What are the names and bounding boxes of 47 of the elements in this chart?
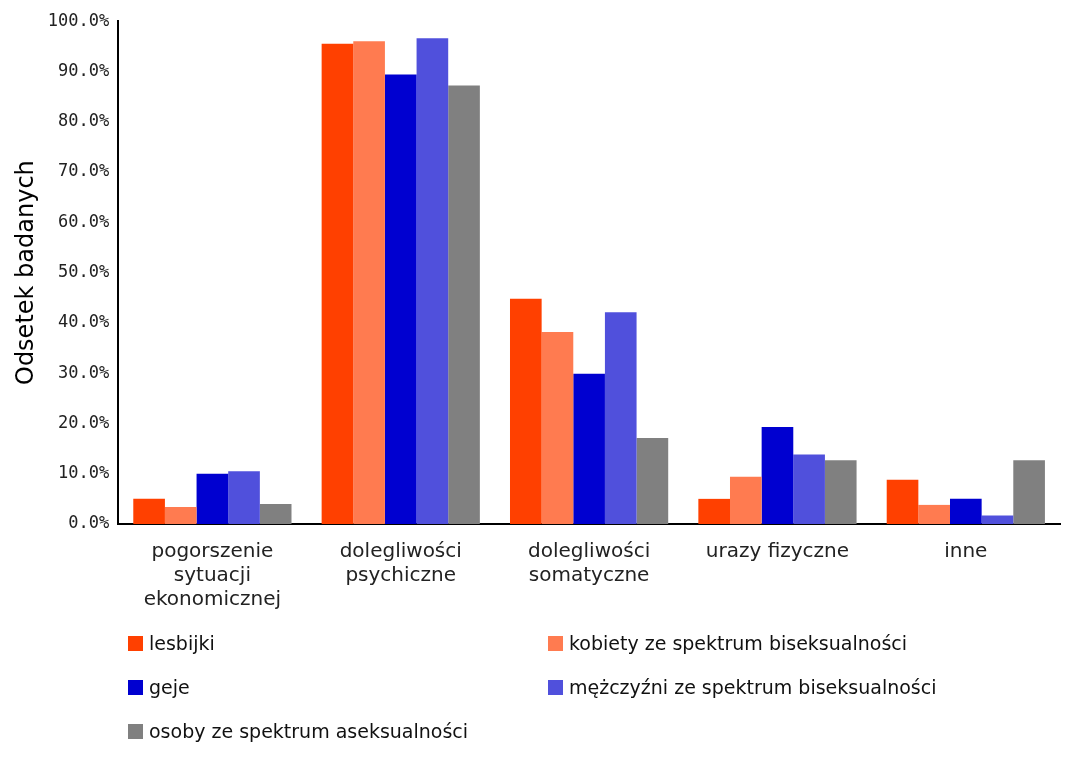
y-tick-label: 70.0% bbox=[58, 160, 110, 181]
legend-label: osoby ze spektrum aseksualności bbox=[149, 720, 469, 742]
bar bbox=[448, 85, 480, 524]
x-tick-label: dolegliwości psychiczne bbox=[339, 538, 462, 587]
bar bbox=[259, 503, 292, 524]
y-tick-label: 30.0% bbox=[58, 361, 110, 382]
bar bbox=[793, 454, 825, 524]
bar bbox=[918, 504, 950, 524]
y-tick-label: 50.0% bbox=[58, 261, 110, 282]
bar bbox=[981, 515, 1014, 524]
legend-label: kobiety ze spektrum biseksualności bbox=[569, 632, 908, 654]
bar bbox=[824, 460, 857, 524]
y-axis-title: Odsetek badanych bbox=[10, 160, 39, 386]
y-tick-label: 0.0% bbox=[68, 512, 110, 533]
bar bbox=[950, 498, 982, 524]
y-tick-label: 60.0% bbox=[58, 210, 110, 231]
y-tick-label: 90.0% bbox=[58, 59, 110, 80]
bar bbox=[133, 498, 165, 524]
bar bbox=[509, 298, 542, 524]
y-tick-label: 100.0% bbox=[47, 9, 110, 30]
legend-label: mężczyźni ze spektrum biseksualności bbox=[569, 676, 937, 698]
bar bbox=[604, 312, 637, 524]
bar bbox=[886, 479, 919, 524]
legend-label: lesbijki bbox=[149, 632, 215, 654]
y-tick-label: 20.0% bbox=[58, 411, 110, 432]
bar bbox=[761, 426, 794, 524]
bar bbox=[730, 476, 762, 524]
bar bbox=[384, 74, 417, 524]
y-tick-label: 80.0% bbox=[58, 110, 110, 131]
bar bbox=[164, 506, 197, 524]
bar bbox=[228, 471, 260, 524]
bar bbox=[541, 331, 574, 524]
bar bbox=[698, 498, 730, 524]
bar bbox=[353, 41, 385, 524]
x-tick-label: urazy fizyczne bbox=[705, 538, 850, 563]
x-tick-label: dolegliwości somatyczne bbox=[528, 538, 651, 587]
y-tick-label: 10.0% bbox=[58, 462, 110, 483]
bar bbox=[321, 43, 354, 524]
bar bbox=[636, 438, 669, 524]
x-tick-label: pogorszenie sytuacji ekonomicznej bbox=[143, 538, 282, 611]
bar bbox=[573, 373, 605, 524]
y-tick-label: 40.0% bbox=[58, 311, 110, 332]
bar bbox=[1013, 460, 1045, 524]
bar bbox=[416, 38, 449, 524]
x-tick-label: inne bbox=[944, 538, 988, 563]
legend-label: geje bbox=[149, 676, 190, 698]
bar bbox=[196, 473, 229, 524]
